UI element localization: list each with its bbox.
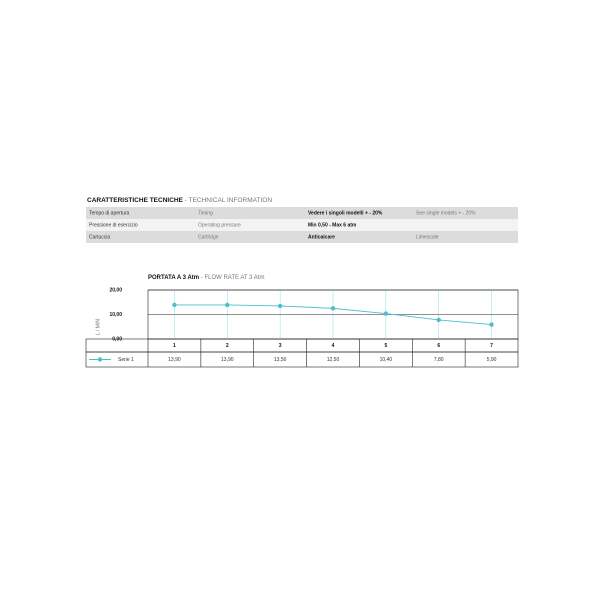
table-cell: Anticalcare — [308, 234, 335, 240]
table-row — [86, 207, 518, 219]
value-label: 12,50 — [327, 357, 340, 363]
legend-label: Serie 1 — [118, 357, 134, 363]
y-axis-label: L / MIN — [95, 319, 101, 335]
table-row — [86, 231, 518, 243]
data-point — [383, 311, 389, 316]
section-title: CARATTERISTICHE TECNICHE - TECHNICAL INF… — [87, 197, 272, 204]
table-row — [86, 219, 518, 231]
legend-marker — [97, 357, 103, 362]
y-tick-label: 20,00 — [109, 287, 122, 293]
category-label: 4 — [332, 343, 335, 349]
category-label: 3 — [279, 343, 282, 349]
data-point — [436, 317, 441, 323]
data-point — [172, 302, 177, 308]
value-label: 13,90 — [221, 357, 234, 363]
category-label: 5 — [384, 343, 387, 349]
table-cell: See single models + - 20% — [416, 210, 476, 216]
value-label: 7,80 — [434, 357, 444, 363]
table-cell: Pressione di esercizio — [89, 222, 138, 228]
data-point — [330, 306, 336, 311]
category-label: 6 — [437, 343, 440, 349]
data-point — [489, 322, 494, 327]
table-cell: Vedere i singoli modelli + - 20% — [308, 210, 383, 216]
category-label: 1 — [173, 343, 176, 349]
value-label: 5,90 — [487, 357, 497, 363]
chart-title: PORTATA A 3 Atm - FLOW RATE AT 3 Atm — [148, 275, 264, 281]
chart-title-sub: - FLOW RATE AT 3 Atm — [201, 275, 265, 281]
y-tick-label: 10,00 — [109, 312, 122, 318]
table-cell: Limescale — [416, 234, 439, 240]
data-table-row — [85, 351, 519, 368]
table-cell: Cartuccia — [89, 234, 110, 240]
chart-title-main: PORTATA A 3 Atm — [148, 275, 199, 281]
y-tick-label: 0,00 — [112, 336, 122, 342]
data-point — [277, 303, 283, 309]
data-point — [225, 302, 230, 308]
value-label: 13,90 — [168, 357, 181, 363]
table-cell: Timing — [198, 210, 213, 216]
category-label: 7 — [490, 343, 493, 349]
table-cell: Min 0,50 - Max 6 atm — [308, 222, 357, 228]
category-label: 2 — [226, 343, 229, 349]
table-cell: Operating pressure — [198, 222, 241, 228]
value-label: 13,50 — [274, 357, 287, 363]
table-cell: Cartridge — [198, 234, 219, 240]
value-label: 10,40 — [380, 357, 393, 363]
title-main: CARATTERISTICHE TECNICHE — [87, 197, 184, 204]
title-sub: - TECHNICAL INFORMATION — [185, 197, 273, 204]
table-cell: Tempo di apertura — [89, 210, 130, 216]
